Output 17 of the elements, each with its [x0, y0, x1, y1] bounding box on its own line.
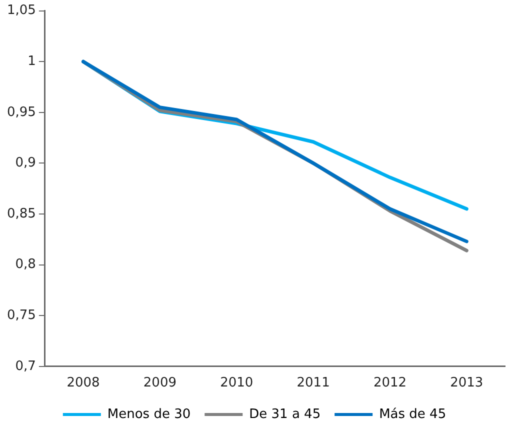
y-tick-label: 1,05	[6, 3, 36, 18]
x-tick-label: 2012	[373, 376, 407, 391]
y-tick-label: 0,8	[15, 257, 36, 272]
legend-label: Más de 45	[379, 406, 446, 422]
x-tick-label: 2010	[220, 376, 254, 391]
x-tick-label: 2011	[296, 376, 330, 391]
y-tick-label: 0,95	[6, 104, 36, 120]
y-tick-label: 0,85	[6, 206, 36, 222]
y-tick-label: 0,9	[15, 156, 36, 171]
x-tick-label: 2009	[143, 376, 177, 391]
y-tick-label: 0,7	[15, 358, 36, 374]
legend-label: De 31 a 45	[249, 406, 321, 422]
y-tick-label: 1	[28, 54, 36, 69]
legend-label: Menos de 30	[107, 406, 191, 422]
y-tick-label: 0,75	[6, 308, 36, 323]
x-tick-label: 2008	[66, 376, 100, 391]
x-tick-label: 2013	[450, 376, 484, 391]
